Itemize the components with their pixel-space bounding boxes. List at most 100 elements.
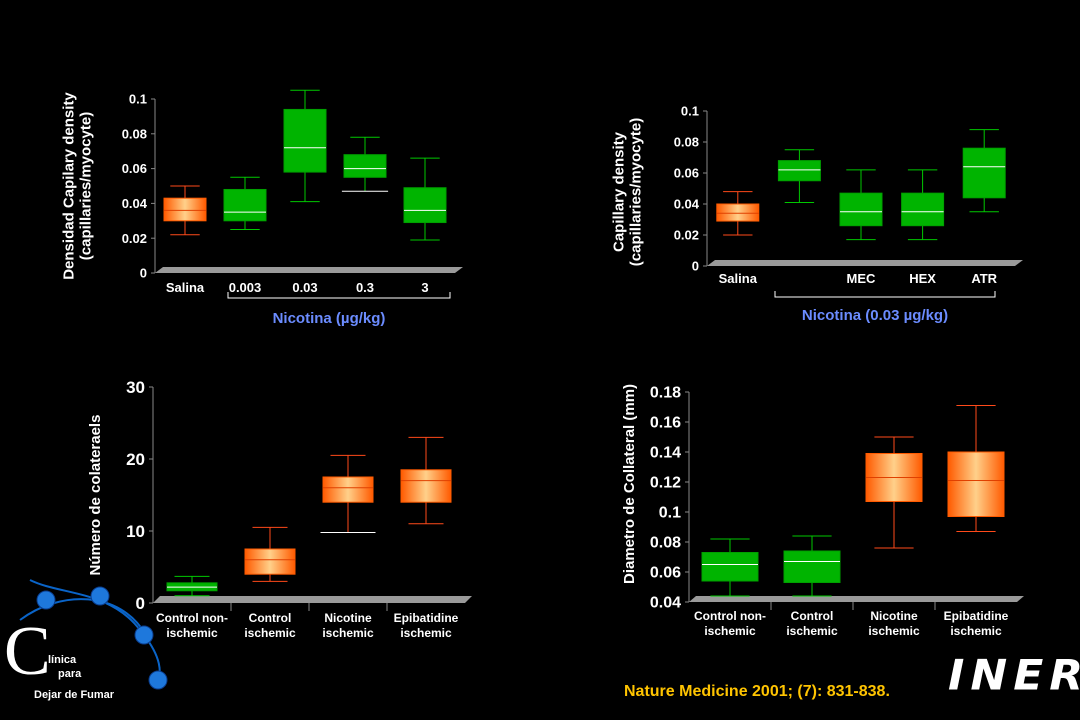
group-label: Nicotina (µg/kg)	[273, 310, 386, 327]
box-body	[947, 451, 1005, 517]
chart-floor	[153, 596, 472, 603]
x-tick-label: Control	[791, 609, 834, 623]
box-1	[783, 535, 841, 597]
box-0	[701, 538, 759, 597]
box-body	[777, 160, 821, 182]
box-2	[865, 436, 923, 549]
x-tick-label: HEX	[909, 271, 936, 286]
y-tick-label: 0	[692, 259, 699, 274]
box-0	[716, 191, 760, 236]
x-tick-label: Control non-	[156, 611, 228, 625]
y-axis-label: (capillaries/myocyte)	[628, 118, 645, 266]
box-body	[400, 469, 452, 503]
box-1	[244, 526, 296, 582]
y-tick-label: 0	[136, 594, 145, 613]
group-bracket	[774, 291, 996, 298]
y-axis-label: Número de colateraels	[87, 415, 104, 576]
box-body	[839, 192, 883, 227]
group-bracket	[227, 292, 451, 299]
x-tick-label: Control	[249, 611, 292, 625]
x-tick-label: Nicotine	[870, 609, 918, 623]
x-tick-label: 3	[421, 280, 428, 295]
y-tick-label: 0.16	[650, 415, 681, 432]
y-tick-label: 20	[126, 450, 145, 469]
x-tick-label: ischemic	[400, 626, 452, 640]
x-tick-label: ischemic	[244, 626, 296, 640]
x-tick-label: Epibatidine	[944, 609, 1009, 623]
box-4	[403, 157, 447, 241]
clinic-logo-line3: Dejar de Fumar	[34, 689, 115, 701]
chart-floor	[689, 596, 1024, 602]
box-3	[400, 436, 452, 525]
box-4	[962, 129, 1006, 213]
y-tick-label: 0.14	[650, 445, 681, 462]
x-tick-label: ATR	[971, 271, 997, 286]
x-tick-label: ischemic	[868, 624, 920, 638]
iner-logo: INER	[948, 651, 1080, 700]
box-body	[701, 552, 759, 582]
x-tick-label: Nicotine	[324, 611, 372, 625]
y-tick-label: 0.04	[650, 595, 681, 612]
x-tick-label: ischemic	[322, 626, 374, 640]
y-tick-label: 0.1	[129, 92, 147, 107]
x-tick-label: 0.03	[292, 280, 317, 295]
y-tick-label: 0.08	[122, 126, 147, 141]
y-tick-label: 0.06	[122, 161, 147, 176]
citation-text: Nature Medicine 2001; (7): 831-838.	[624, 683, 890, 700]
y-tick-label: 0.06	[650, 565, 681, 582]
y-tick-label: 0.08	[650, 535, 681, 552]
clinic-logo-line2: para	[58, 668, 82, 680]
box-body	[223, 188, 267, 222]
y-axis-label: Densidad Capilary density	[61, 92, 78, 280]
x-tick-label: 0.003	[229, 280, 262, 295]
clinic-logo-graphic	[19, 579, 168, 690]
y-tick-label: 0.06	[674, 166, 699, 181]
box-body	[783, 550, 841, 583]
chart-floor	[707, 260, 1023, 266]
box-body	[283, 108, 327, 173]
box-body	[244, 548, 296, 575]
box-body	[343, 154, 387, 178]
box-3	[341, 136, 389, 192]
box-0	[163, 185, 207, 236]
y-tick-label: 0.1	[659, 505, 681, 522]
x-tick-label: ischemic	[786, 624, 838, 638]
chart-floor	[155, 267, 463, 273]
x-tick-label: Control non-	[694, 609, 766, 623]
x-tick-label: ischemic	[950, 624, 1002, 638]
y-tick-label: 0.02	[122, 231, 147, 246]
group-label: Nicotina (0.03 µg/kg)	[802, 307, 948, 324]
x-tick-label: ischemic	[704, 624, 756, 638]
y-tick-label: 0.04	[674, 197, 700, 212]
x-tick-label: Salina	[166, 280, 205, 295]
box-3	[901, 169, 945, 241]
x-tick-label: 0.3	[356, 280, 374, 295]
x-tick-label: ischemic	[166, 626, 218, 640]
clinic-logo-c: C	[4, 613, 51, 690]
y-axis-label: Capillary density	[611, 131, 628, 252]
y-tick-label: 10	[126, 522, 145, 541]
y-tick-label: 0.08	[674, 135, 699, 150]
x-tick-label: MEC	[847, 271, 877, 286]
box-body	[403, 187, 447, 224]
box-body	[962, 147, 1006, 199]
y-axis-label: (capillaries/myocyte)	[78, 112, 95, 260]
clinic-logo-line1: línica	[48, 654, 77, 666]
box-1	[223, 176, 267, 230]
box-body	[322, 476, 374, 503]
box-3	[947, 405, 1005, 532]
y-tick-label: 0.12	[650, 475, 681, 492]
y-axis-label: Diametro de Collateral (mm)	[621, 384, 638, 584]
y-tick-label: 30	[126, 378, 145, 397]
box-2	[320, 454, 376, 533]
box-2	[283, 89, 327, 203]
box-body	[716, 203, 760, 222]
y-tick-label: 0.1	[681, 104, 699, 119]
box-1	[777, 149, 821, 203]
box-body	[901, 192, 945, 227]
x-tick-label: Salina	[719, 271, 758, 286]
